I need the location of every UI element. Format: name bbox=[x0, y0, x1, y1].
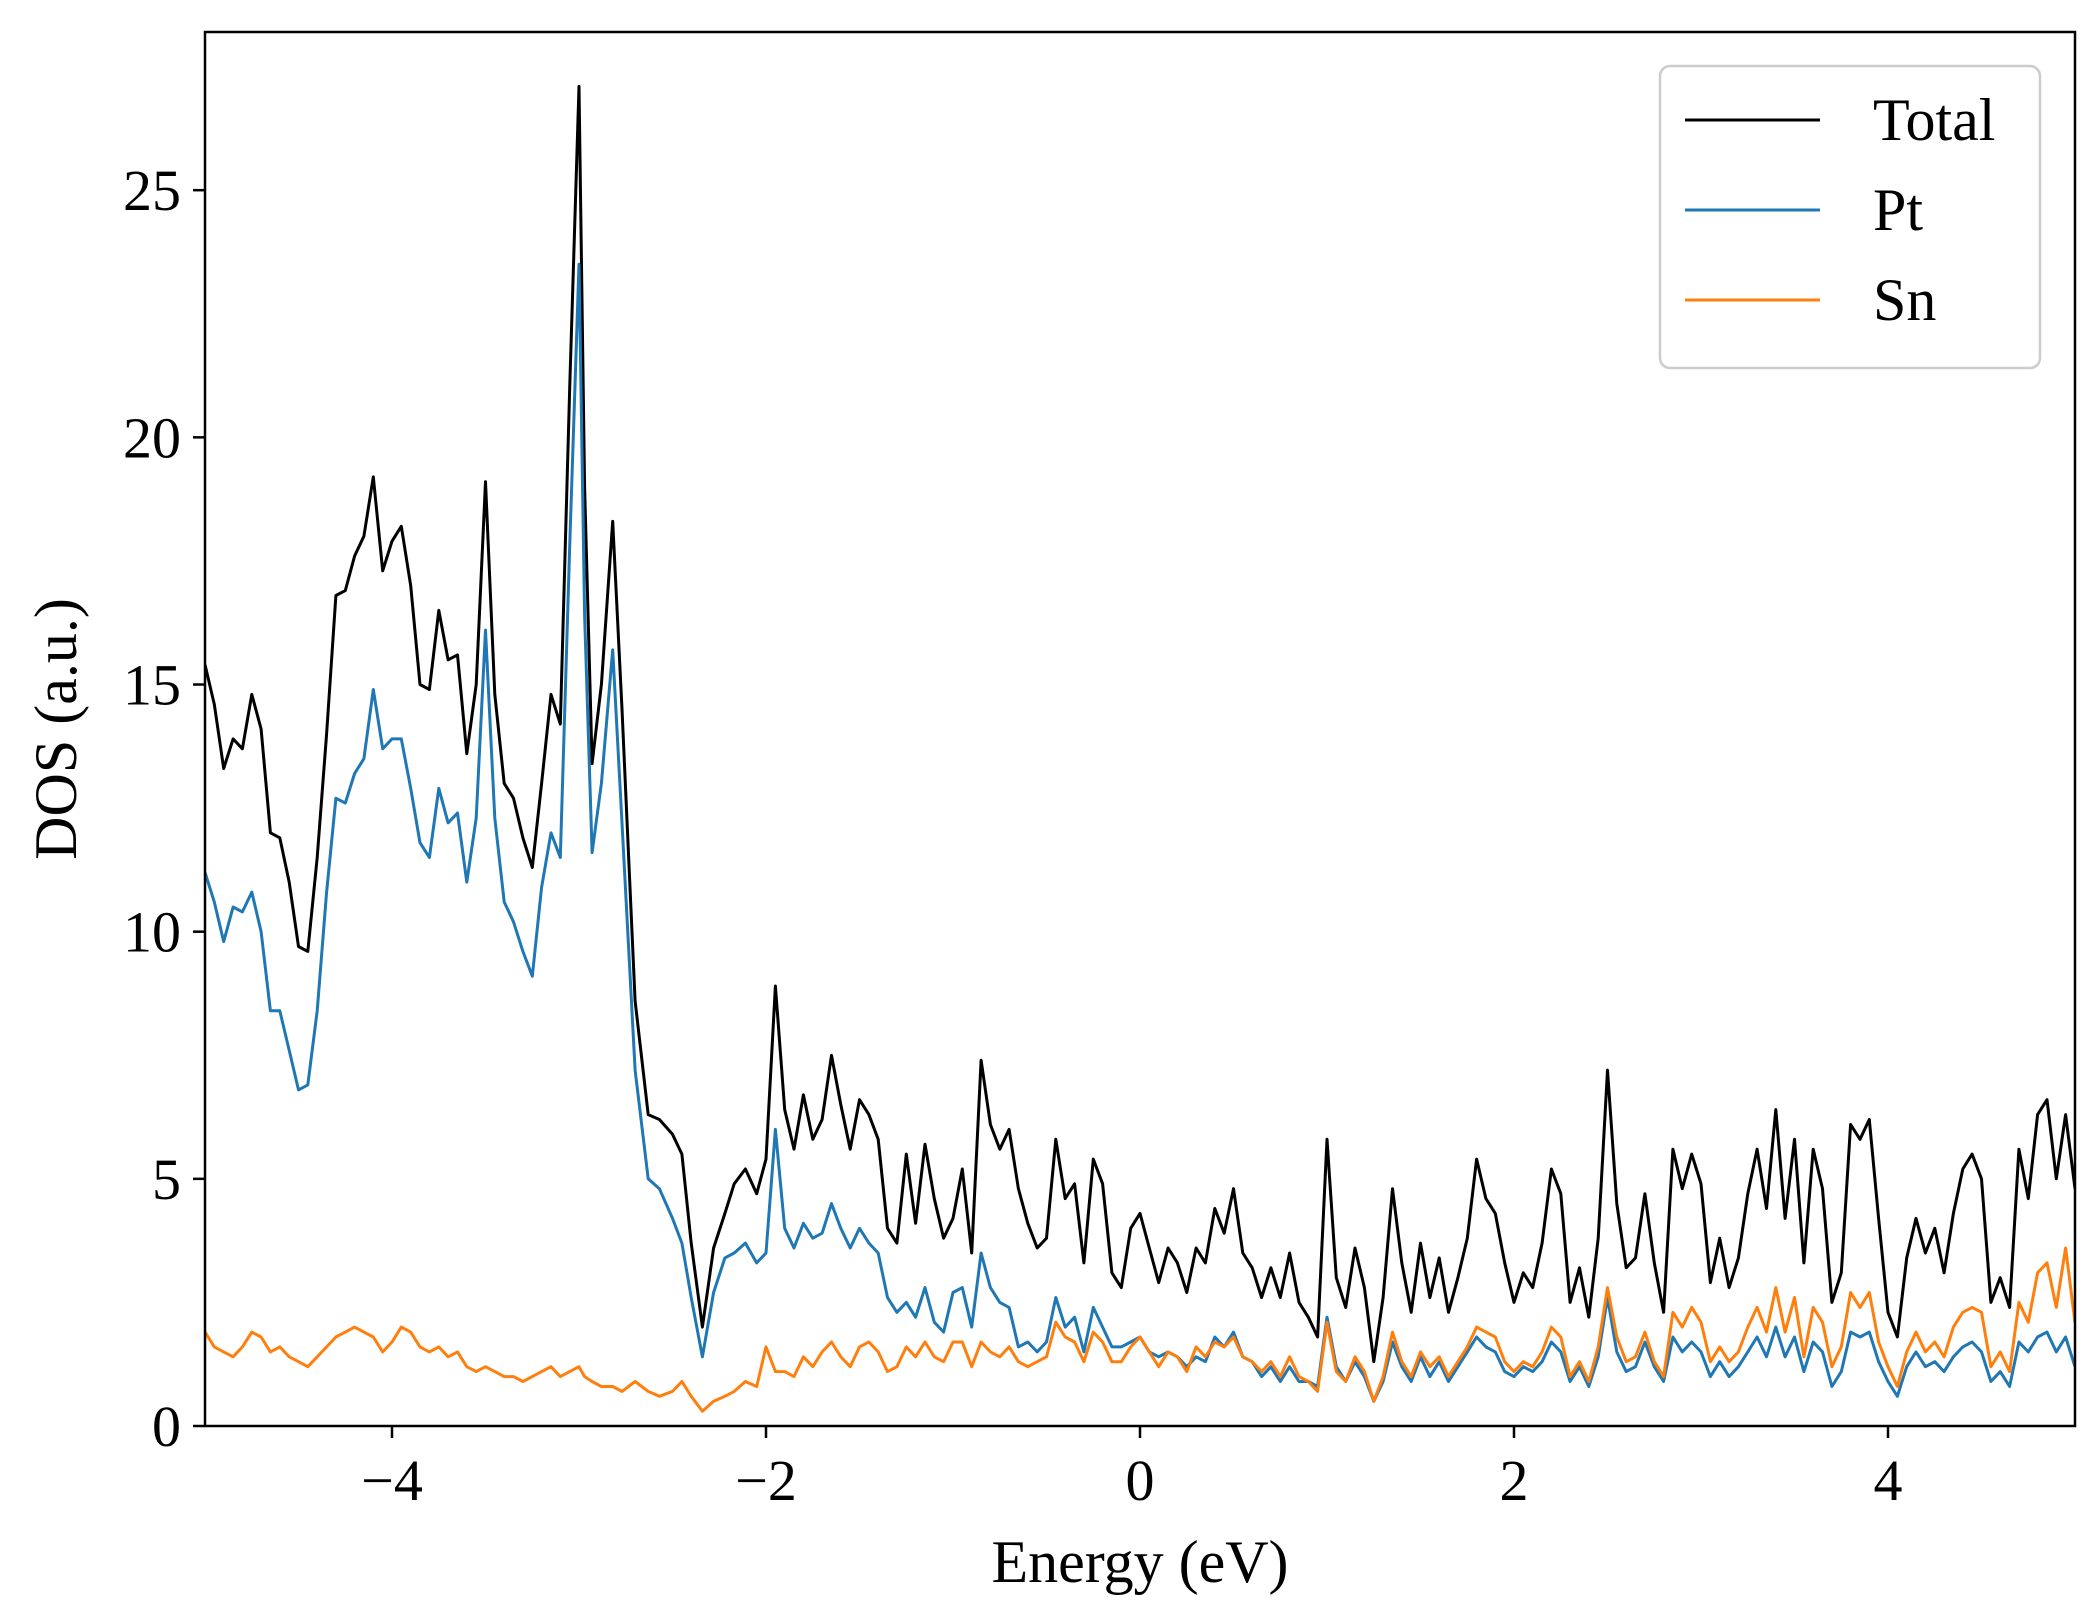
x-tick-label: 4 bbox=[1874, 1448, 1903, 1513]
y-axis-ticks: 0 5 10 15 20 25 bbox=[123, 158, 205, 1459]
legend-box bbox=[1658, 64, 2042, 370]
x-tick-label: 0 bbox=[1126, 1448, 1155, 1513]
y-tick-label: 0 bbox=[152, 1394, 181, 1459]
x-tick-label: 2 bbox=[1500, 1448, 1529, 1513]
legend-label-total: Total bbox=[1873, 87, 1995, 153]
legend-label-sn: Sn bbox=[1873, 267, 1936, 333]
y-tick-label: 15 bbox=[123, 653, 181, 718]
y-tick-label: 25 bbox=[123, 158, 181, 223]
x-tick-label: −2 bbox=[735, 1448, 797, 1513]
x-axis-label: Energy (eV) bbox=[991, 1529, 1288, 1595]
x-tick-label: −4 bbox=[361, 1448, 423, 1513]
y-tick-label: 10 bbox=[123, 900, 181, 965]
y-tick-label: 5 bbox=[152, 1147, 181, 1212]
y-tick-label: 20 bbox=[123, 405, 181, 470]
legend: Total Pt Sn bbox=[1658, 64, 2042, 370]
legend-label-pt: Pt bbox=[1873, 177, 1923, 243]
x-axis-ticks: −4 −2 0 2 4 bbox=[361, 1426, 1903, 1513]
series-line-total bbox=[205, 84, 2075, 1364]
y-axis-label: DOS (a.u.) bbox=[23, 598, 89, 860]
series-line-sn bbox=[205, 1246, 2075, 1413]
series-layer bbox=[205, 84, 2075, 1413]
